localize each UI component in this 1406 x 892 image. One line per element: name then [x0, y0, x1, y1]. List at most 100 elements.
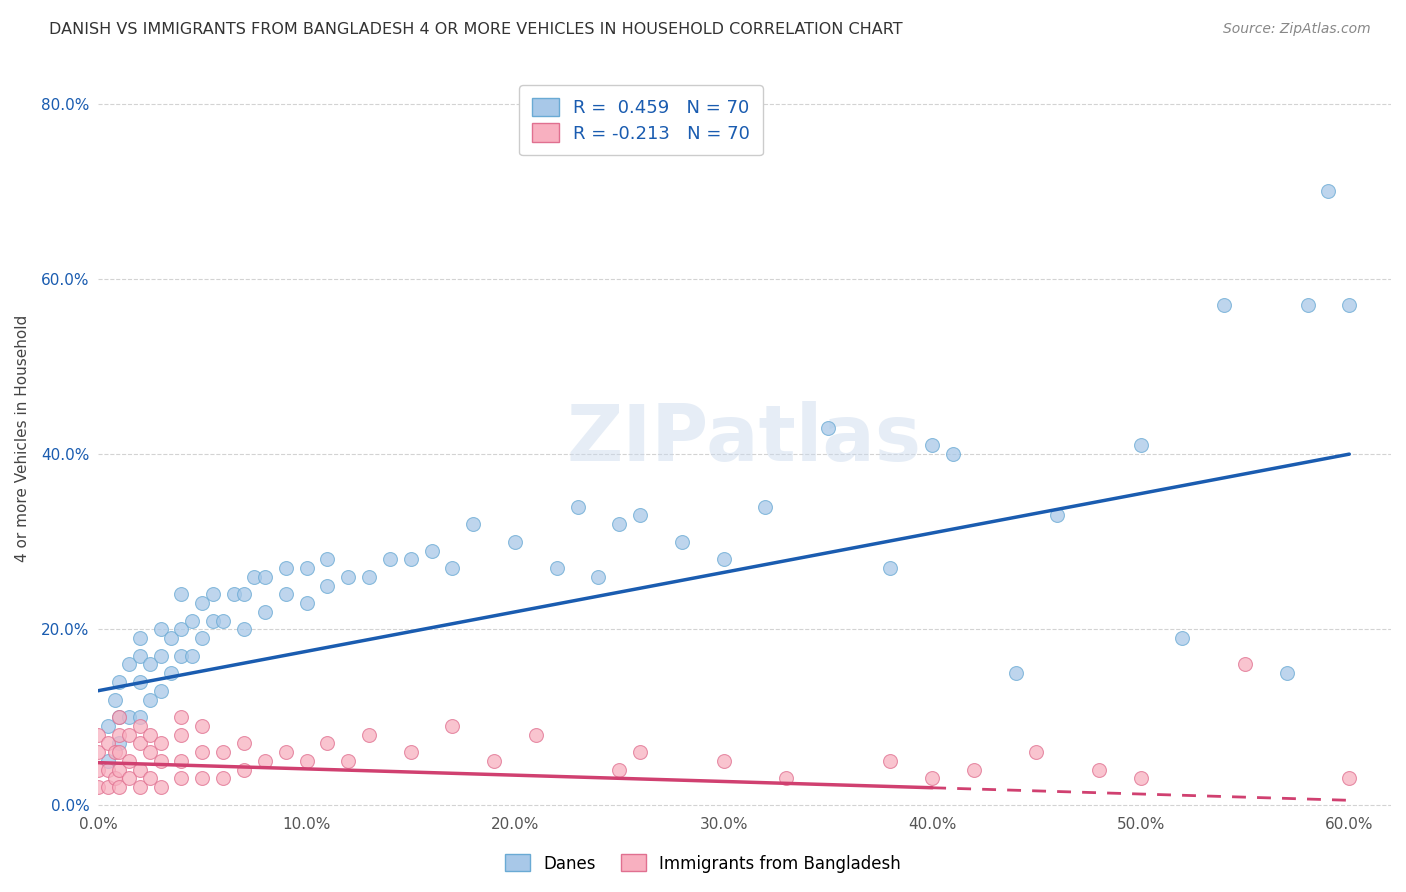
Point — [524, 728, 547, 742]
Point — [879, 561, 901, 575]
Point — [118, 728, 141, 742]
Point — [128, 719, 150, 733]
Point — [139, 692, 162, 706]
Point — [274, 587, 297, 601]
Point — [316, 552, 339, 566]
Point — [139, 728, 162, 742]
Point — [212, 745, 235, 759]
Point — [87, 745, 110, 759]
Point — [441, 561, 464, 575]
Point — [128, 763, 150, 777]
Point — [128, 780, 150, 794]
Point — [128, 648, 150, 663]
Point — [253, 754, 276, 768]
Point — [316, 578, 339, 592]
Point — [754, 500, 776, 514]
Point — [1171, 631, 1194, 645]
Point — [399, 745, 422, 759]
Y-axis label: 4 or more Vehicles in Household: 4 or more Vehicles in Household — [15, 315, 30, 563]
Point — [149, 683, 172, 698]
Point — [713, 552, 735, 566]
Point — [104, 745, 127, 759]
Point — [149, 780, 172, 794]
Point — [170, 623, 193, 637]
Point — [274, 745, 297, 759]
Point — [357, 728, 380, 742]
Point — [191, 772, 214, 786]
Point — [128, 631, 150, 645]
Point — [1339, 772, 1361, 786]
Point — [243, 570, 266, 584]
Point — [139, 772, 162, 786]
Legend: R =  0.459   N = 70, R = -0.213   N = 70: R = 0.459 N = 70, R = -0.213 N = 70 — [519, 85, 763, 155]
Point — [107, 675, 129, 690]
Point — [180, 614, 202, 628]
Point — [170, 710, 193, 724]
Point — [963, 763, 986, 777]
Point — [1046, 508, 1069, 523]
Point — [118, 772, 141, 786]
Point — [107, 745, 129, 759]
Point — [671, 534, 693, 549]
Point — [118, 657, 141, 672]
Point — [201, 587, 224, 601]
Point — [463, 517, 485, 532]
Point — [149, 648, 172, 663]
Point — [588, 570, 610, 584]
Point — [191, 719, 214, 733]
Point — [104, 692, 127, 706]
Point — [295, 561, 318, 575]
Point — [879, 754, 901, 768]
Point — [149, 754, 172, 768]
Point — [149, 736, 172, 750]
Point — [97, 736, 120, 750]
Point — [567, 500, 589, 514]
Point — [441, 719, 464, 733]
Point — [107, 736, 129, 750]
Point — [118, 710, 141, 724]
Point — [1129, 772, 1152, 786]
Point — [170, 587, 193, 601]
Point — [399, 552, 422, 566]
Point — [87, 780, 110, 794]
Point — [1317, 184, 1340, 198]
Point — [139, 745, 162, 759]
Point — [378, 552, 401, 566]
Point — [1339, 298, 1361, 312]
Point — [232, 623, 254, 637]
Point — [212, 614, 235, 628]
Point — [139, 657, 162, 672]
Point — [191, 596, 214, 610]
Point — [628, 508, 651, 523]
Point — [118, 754, 141, 768]
Point — [149, 623, 172, 637]
Point — [1025, 745, 1047, 759]
Point — [232, 587, 254, 601]
Point — [775, 772, 797, 786]
Point — [546, 561, 568, 575]
Point — [191, 745, 214, 759]
Point — [1296, 298, 1319, 312]
Point — [817, 421, 839, 435]
Point — [128, 675, 150, 690]
Point — [337, 570, 360, 584]
Point — [337, 754, 360, 768]
Point — [607, 517, 630, 532]
Point — [274, 561, 297, 575]
Point — [201, 614, 224, 628]
Point — [232, 736, 254, 750]
Point — [107, 710, 129, 724]
Point — [420, 543, 443, 558]
Point — [212, 772, 235, 786]
Point — [170, 772, 193, 786]
Point — [1088, 763, 1111, 777]
Point — [160, 631, 183, 645]
Point — [942, 447, 965, 461]
Text: ZIPatlas: ZIPatlas — [567, 401, 922, 477]
Point — [921, 772, 943, 786]
Point — [921, 438, 943, 452]
Point — [503, 534, 526, 549]
Point — [97, 763, 120, 777]
Legend: Danes, Immigrants from Bangladesh: Danes, Immigrants from Bangladesh — [498, 847, 908, 880]
Point — [97, 780, 120, 794]
